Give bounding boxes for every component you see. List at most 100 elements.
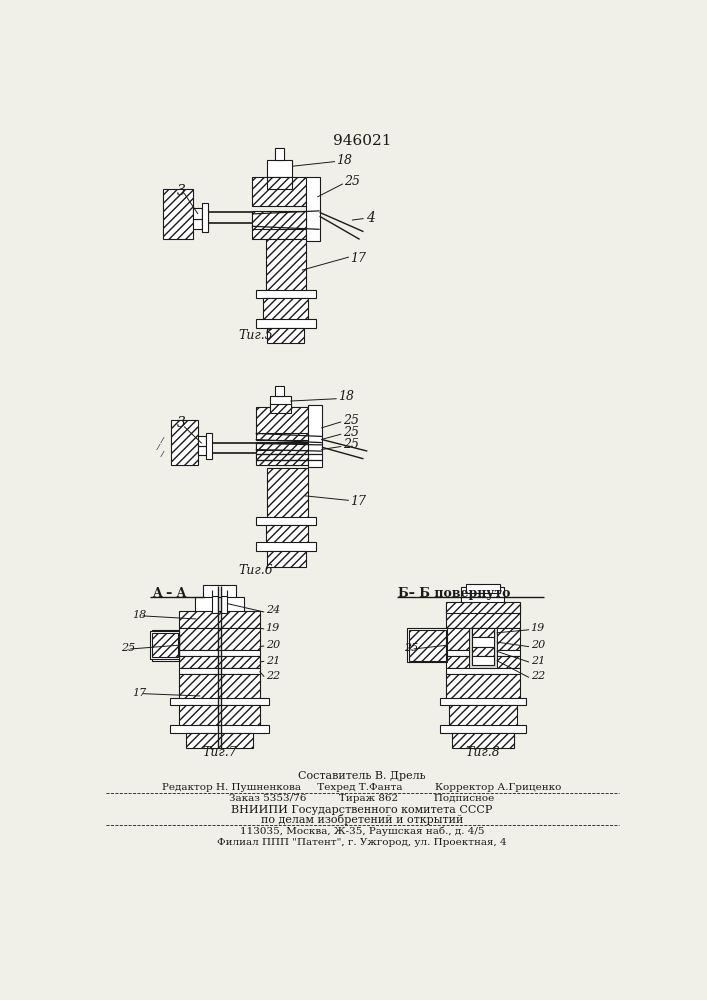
Bar: [150, 631, 180, 659]
Text: 113035, Москва, Ж-35, Раушская наб., д. 4/5: 113035, Москва, Ж-35, Раушская наб., д. …: [240, 827, 484, 836]
Bar: [163, 189, 192, 239]
Bar: [252, 216, 305, 239]
Bar: [180, 611, 259, 628]
Bar: [461, 587, 504, 604]
Bar: [414, 633, 444, 657]
Text: Τиг.5: Τиг.5: [238, 329, 273, 342]
Bar: [266, 525, 308, 545]
Bar: [440, 698, 526, 705]
Bar: [449, 705, 517, 727]
Bar: [256, 442, 308, 465]
Text: 19: 19: [266, 623, 280, 633]
Bar: [198, 436, 206, 446]
Bar: [256, 433, 308, 440]
Bar: [472, 647, 493, 656]
Text: 25: 25: [344, 175, 361, 188]
Text: 18: 18: [132, 610, 147, 620]
Text: 19: 19: [530, 623, 545, 633]
Text: 3: 3: [177, 416, 186, 430]
Bar: [180, 650, 259, 656]
Bar: [256, 407, 308, 434]
Bar: [256, 290, 316, 298]
Text: 22: 22: [266, 671, 280, 681]
Text: Филиал ППП "Патент", г. Ужгород, ул. Проектная, 4: Филиал ППП "Патент", г. Ужгород, ул. Про…: [217, 838, 507, 847]
Text: 22: 22: [530, 671, 545, 681]
Text: Τиг.6: Τиг.6: [238, 564, 273, 577]
Bar: [267, 328, 304, 343]
Bar: [180, 656, 259, 668]
Bar: [195, 597, 244, 613]
Text: /: /: [156, 443, 159, 451]
Text: 3: 3: [177, 184, 186, 198]
Text: Составитель В. Дрель: Составитель В. Дрель: [298, 771, 426, 781]
Bar: [180, 668, 259, 674]
Bar: [256, 517, 316, 525]
Bar: [446, 604, 520, 628]
Bar: [256, 542, 316, 551]
Bar: [269, 396, 291, 407]
Bar: [275, 148, 284, 160]
Bar: [186, 733, 253, 748]
Bar: [212, 596, 218, 613]
Text: 25: 25: [121, 643, 135, 653]
Bar: [409, 630, 446, 661]
Bar: [201, 209, 208, 228]
Bar: [180, 628, 259, 650]
Bar: [267, 160, 292, 177]
Text: ВНИИПИ Государственного комитета СССР: ВНИИПИ Государственного комитета СССР: [231, 805, 493, 815]
Text: 21: 21: [266, 656, 280, 666]
Bar: [256, 454, 308, 460]
Bar: [275, 386, 284, 396]
Bar: [252, 211, 305, 229]
Bar: [440, 725, 526, 733]
Text: /: /: [161, 436, 164, 444]
Bar: [446, 656, 520, 668]
Text: 25: 25: [404, 643, 419, 653]
Text: Б– Б повернуто: Б– Б повернуто: [398, 587, 510, 600]
Bar: [256, 319, 316, 328]
Text: по делам изобретений и открытий: по делам изобретений и открытий: [261, 814, 463, 825]
Text: 24: 24: [266, 605, 280, 615]
Bar: [308, 405, 322, 466]
Bar: [446, 650, 520, 656]
Bar: [221, 596, 227, 613]
Bar: [446, 668, 520, 674]
Text: Τиг.8: Τиг.8: [465, 746, 501, 759]
Bar: [446, 674, 520, 699]
Text: 17: 17: [351, 252, 366, 265]
Bar: [198, 446, 206, 455]
Bar: [171, 420, 198, 465]
Text: 18: 18: [338, 390, 354, 403]
Text: Τиг.7: Τиг.7: [202, 746, 237, 759]
Bar: [152, 630, 180, 661]
Bar: [256, 443, 308, 450]
Text: 18: 18: [337, 154, 353, 167]
Bar: [152, 634, 180, 656]
Text: 20: 20: [530, 640, 545, 650]
Bar: [180, 674, 259, 699]
Text: 25: 25: [343, 426, 358, 439]
Bar: [452, 733, 514, 748]
Text: 17: 17: [351, 495, 366, 508]
Bar: [446, 628, 520, 650]
Text: 946021: 946021: [333, 134, 391, 148]
Bar: [170, 698, 269, 705]
Text: /: /: [161, 450, 164, 458]
Text: 21: 21: [530, 656, 545, 666]
Bar: [201, 203, 208, 232]
Text: 20: 20: [266, 640, 280, 650]
Text: Заказ 5353/76          Тираж 862           Подписное: Заказ 5353/76 Тираж 862 Подписное: [229, 794, 495, 803]
Bar: [206, 433, 212, 459]
Bar: [267, 468, 308, 520]
Bar: [472, 637, 493, 647]
Bar: [152, 633, 178, 657]
Text: 4: 4: [366, 211, 375, 225]
Bar: [170, 725, 269, 733]
Bar: [266, 239, 305, 293]
Bar: [267, 551, 305, 567]
Bar: [446, 602, 520, 613]
Text: 25: 25: [343, 438, 358, 451]
Bar: [472, 656, 493, 665]
Bar: [252, 177, 305, 206]
Text: A – A: A – A: [152, 587, 186, 600]
